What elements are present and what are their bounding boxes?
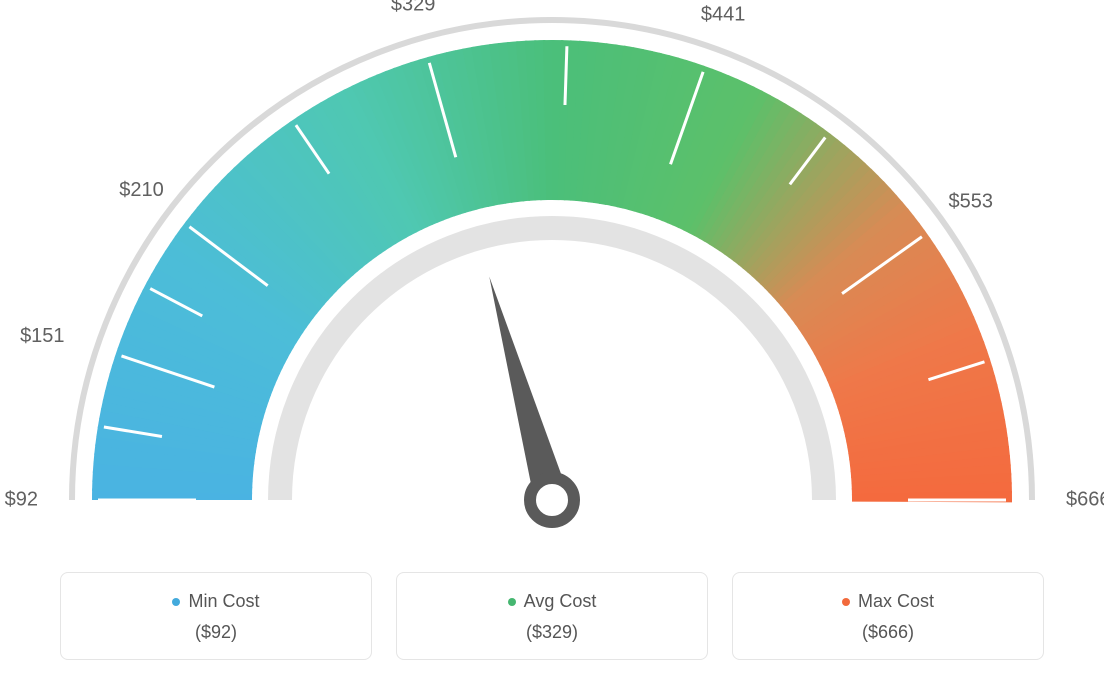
legend-card: Avg Cost ($329) — [396, 572, 708, 660]
gauge-tick-label: $441 — [701, 4, 746, 26]
legend-title: Max Cost — [842, 591, 934, 612]
legend-label: Min Cost — [188, 591, 259, 612]
gauge-svg: $92 $151 $210 $329 $441 $553 $666 — [0, 0, 1104, 560]
legend-label: Avg Cost — [524, 591, 597, 612]
legend-dot-icon — [172, 598, 180, 606]
legend-value: ($666) — [743, 622, 1033, 643]
gauge-tick-label: $553 — [949, 190, 994, 212]
gauge-tick-label: $210 — [119, 179, 164, 201]
gauge-area: $92 $151 $210 $329 $441 $553 $666 — [0, 0, 1104, 560]
gauge-chart-container: { "gauge": { "type": "gauge", "min": 92,… — [0, 0, 1104, 690]
gauge-tick-label: $666 — [1066, 488, 1104, 510]
legend-title: Avg Cost — [508, 591, 597, 612]
legend-dot-icon — [842, 598, 850, 606]
legend-value: ($92) — [71, 622, 361, 643]
gauge-tick-label: $329 — [391, 0, 436, 15]
gauge-hub — [530, 478, 574, 522]
legend-row: Min Cost ($92) Avg Cost ($329) Max Cost ($666… — [60, 572, 1044, 660]
gauge-tick-label: $151 — [20, 325, 65, 347]
legend-title: Min Cost — [172, 591, 259, 612]
legend-card: Min Cost ($92) — [60, 572, 372, 660]
legend-dot-icon — [508, 598, 516, 606]
legend-label: Max Cost — [858, 591, 934, 612]
gauge-tick-label: $92 — [5, 488, 38, 510]
legend-card: Max Cost ($666) — [732, 572, 1044, 660]
gauge-tick-minor — [565, 46, 567, 105]
legend-value: ($329) — [407, 622, 697, 643]
